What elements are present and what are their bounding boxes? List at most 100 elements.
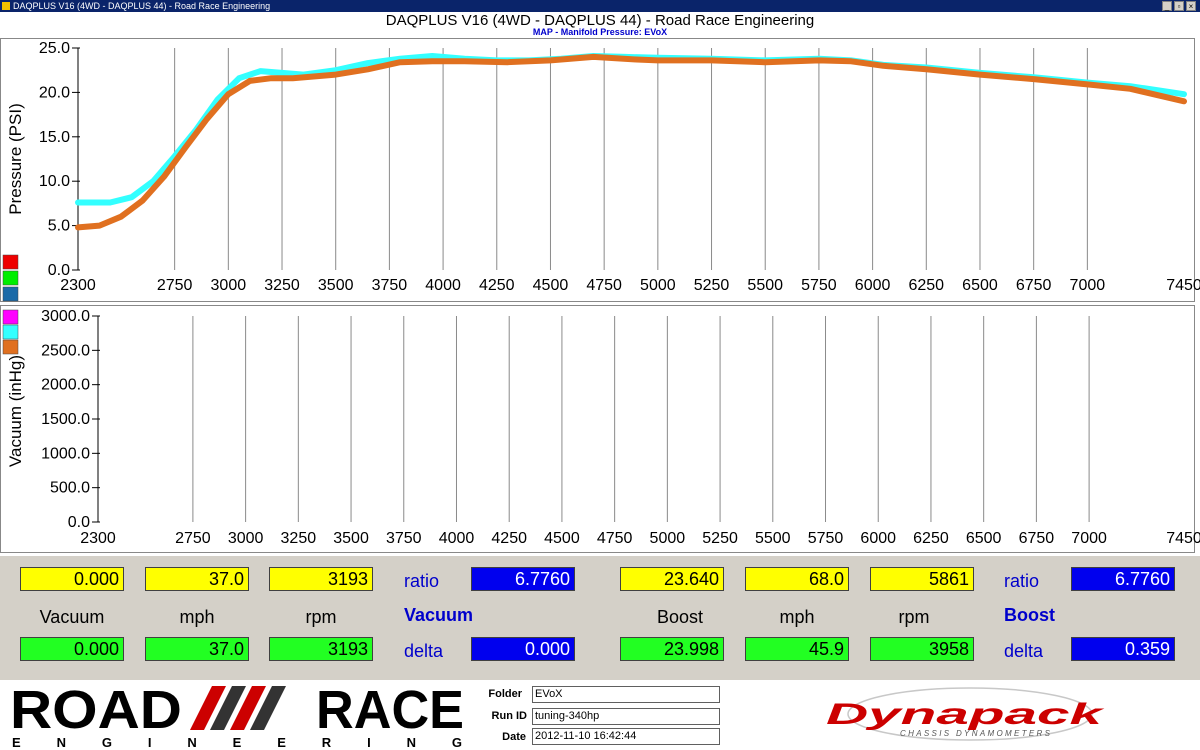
- x-tick-label: 7000: [1071, 530, 1107, 547]
- x-tick-label: 3750: [386, 530, 422, 547]
- legend-swatch[interactable]: [2, 339, 19, 355]
- mode-label-vacuum: Vacuum: [404, 605, 474, 625]
- x-tick-label: 2300: [80, 530, 116, 547]
- y-tick-label: 3000.0: [41, 308, 90, 325]
- x-tick-label: 3000: [211, 277, 247, 294]
- x-tick-label: 6750: [1016, 277, 1052, 294]
- readout-panel: 0.000 37.0 3193 ratio 6.7760 Vacuum mph …: [0, 556, 1200, 680]
- x-tick-label: 3750: [372, 277, 408, 294]
- y-tick-label: 1500.0: [41, 411, 90, 428]
- x-tick-label: 7000: [1070, 277, 1106, 294]
- chart-subtitle: MAP - Manifold Pressure: EVoX: [532, 27, 668, 37]
- x-tick-label: 5750: [801, 277, 837, 294]
- ratio-value-left: 6.7760: [471, 567, 575, 591]
- x-tick-label: 4250: [479, 277, 515, 294]
- pressure-axis-label: Pressure (PSI): [6, 103, 25, 214]
- x-tick-label: 3500: [333, 530, 369, 547]
- chart-title: DAQPLUS V16 (4WD - DAQPLUS 44) - Road Ra…: [385, 12, 815, 29]
- y-tick-label: 2000.0: [41, 377, 90, 394]
- delta-label-right: delta: [1004, 641, 1044, 661]
- y-tick-label: 15.0: [39, 129, 70, 146]
- logo-road-text: ROAD: [10, 680, 182, 740]
- app-icon: [2, 2, 10, 10]
- y-tick-label: 0.0: [48, 262, 70, 279]
- close-button[interactable]: ×: [1186, 1, 1196, 11]
- logo-stripe-1: [190, 686, 226, 730]
- x-tick-label: 5000: [640, 277, 676, 294]
- folder-label: Folder: [488, 688, 522, 700]
- date-label: Date: [502, 731, 526, 743]
- date-field[interactable]: 2012-11-10 16:42:44: [532, 728, 720, 745]
- legend-swatch[interactable]: [2, 270, 19, 286]
- delta-value-left: 0.000: [471, 637, 575, 661]
- y-tick-label: 2500.0: [41, 342, 90, 359]
- maximize-button[interactable]: ▫: [1174, 1, 1184, 11]
- x-tick-label: 6500: [962, 277, 998, 294]
- y-tick-label: 5.0: [48, 218, 70, 235]
- mph-value-top-right: 68.0: [745, 567, 849, 591]
- delta-value-right: 0.359: [1071, 637, 1175, 661]
- rpm-value-top-right: 5861: [870, 567, 974, 591]
- minimize-button[interactable]: _: [1162, 1, 1172, 11]
- logo-stripe-4: [250, 686, 286, 730]
- y-tick-label: 10.0: [39, 173, 70, 190]
- vacuum-plot[interactable]: 2300 2750 3000 3250 3500 3750 4000 4250 4500 4750…: [0, 305, 1200, 553]
- vacuum-value-bottom: 0.000: [20, 637, 124, 661]
- x-tick-label: 6000: [855, 277, 891, 294]
- x-tick-label: 4500: [533, 277, 569, 294]
- vacuum-value-top: 0.000: [20, 567, 124, 591]
- x-tick-label: 2750: [175, 530, 211, 547]
- boost-value-top: 23.640: [620, 567, 724, 591]
- x-tick-label: 6500: [966, 530, 1002, 547]
- x-tick-label: 4000: [425, 277, 461, 294]
- x-tick-label: 5000: [650, 530, 686, 547]
- x-tick-label: 3250: [281, 530, 317, 547]
- x-tick-label: 6250: [913, 530, 949, 547]
- y-tick-label: 20.0: [39, 84, 70, 101]
- mode-label-boost: Boost: [1004, 605, 1055, 625]
- x-tick-label: 4250: [491, 530, 527, 547]
- runid-field[interactable]: tuning-340hp: [532, 708, 720, 725]
- rpm-value-bottom-right: 3958: [870, 637, 974, 661]
- logo-chassis-text: CHASSIS DYNAMOMETERS: [900, 729, 1051, 738]
- legend-swatch[interactable]: [2, 254, 19, 270]
- runid-label: Run ID: [491, 710, 527, 722]
- mph-label-right: mph: [779, 607, 815, 627]
- y-tick-label: 0.0: [68, 514, 90, 531]
- x-tick-label: 4500: [544, 530, 580, 547]
- mph-value-bottom-right: 45.9: [745, 637, 849, 661]
- x-tick-label: 4750: [586, 277, 622, 294]
- x-tick-label: 5750: [808, 530, 844, 547]
- mph-value-top-left: 37.0: [145, 567, 249, 591]
- x-tick-label: 2750: [157, 277, 193, 294]
- x-tick-label: 6250: [908, 277, 944, 294]
- folder-field[interactable]: EVoX: [532, 686, 720, 703]
- rpm-value-bottom-left: 3193: [269, 637, 373, 661]
- x-tick-label: 2300: [60, 277, 96, 294]
- dynapack-logo: Dynapack CHASSIS DYNAMOMETERS: [826, 687, 1105, 741]
- rpm-label-right: rpm: [898, 607, 930, 627]
- x-tick-label: 7450: [1166, 530, 1200, 547]
- window-title: DAQPLUS V16 (4WD - DAQPLUS 44) - Road Ra…: [13, 1, 271, 11]
- logo-dynapack-text: Dynapack: [826, 698, 1105, 731]
- x-tick-label: 5500: [755, 530, 791, 547]
- ratio-label-right: ratio: [1004, 571, 1040, 591]
- logo-race-text: RACE: [316, 680, 464, 740]
- legend-swatches: [2, 254, 19, 355]
- plots-svg: 2300 2750 3000 3250 3500 3750 4000 4250 4500 4750…: [0, 38, 1200, 553]
- ratio-value-right: 6.7760: [1071, 567, 1175, 591]
- y-tick-label: 1000.0: [41, 445, 90, 462]
- legend-swatch[interactable]: [2, 309, 19, 325]
- series-line-1: [75, 53, 1187, 231]
- pressure-plot[interactable]: 2300 2750 3000 3250 3500 3750 4000 4250 4500 4750…: [0, 38, 1200, 302]
- legend-swatch[interactable]: [2, 324, 19, 340]
- x-tick-label: 4000: [439, 530, 475, 547]
- x-tick-label: 6750: [1019, 530, 1055, 547]
- x-tick-label: 4750: [597, 530, 633, 547]
- legend-swatch[interactable]: [2, 286, 19, 302]
- x-tick-label: 3000: [228, 530, 264, 547]
- y-tick-label: 25.0: [39, 40, 70, 57]
- ratio-label-left: ratio: [404, 571, 440, 591]
- vacuum-label: Vacuum: [39, 607, 105, 627]
- vacuum-axis-label: Vacuum (inHg): [6, 355, 25, 467]
